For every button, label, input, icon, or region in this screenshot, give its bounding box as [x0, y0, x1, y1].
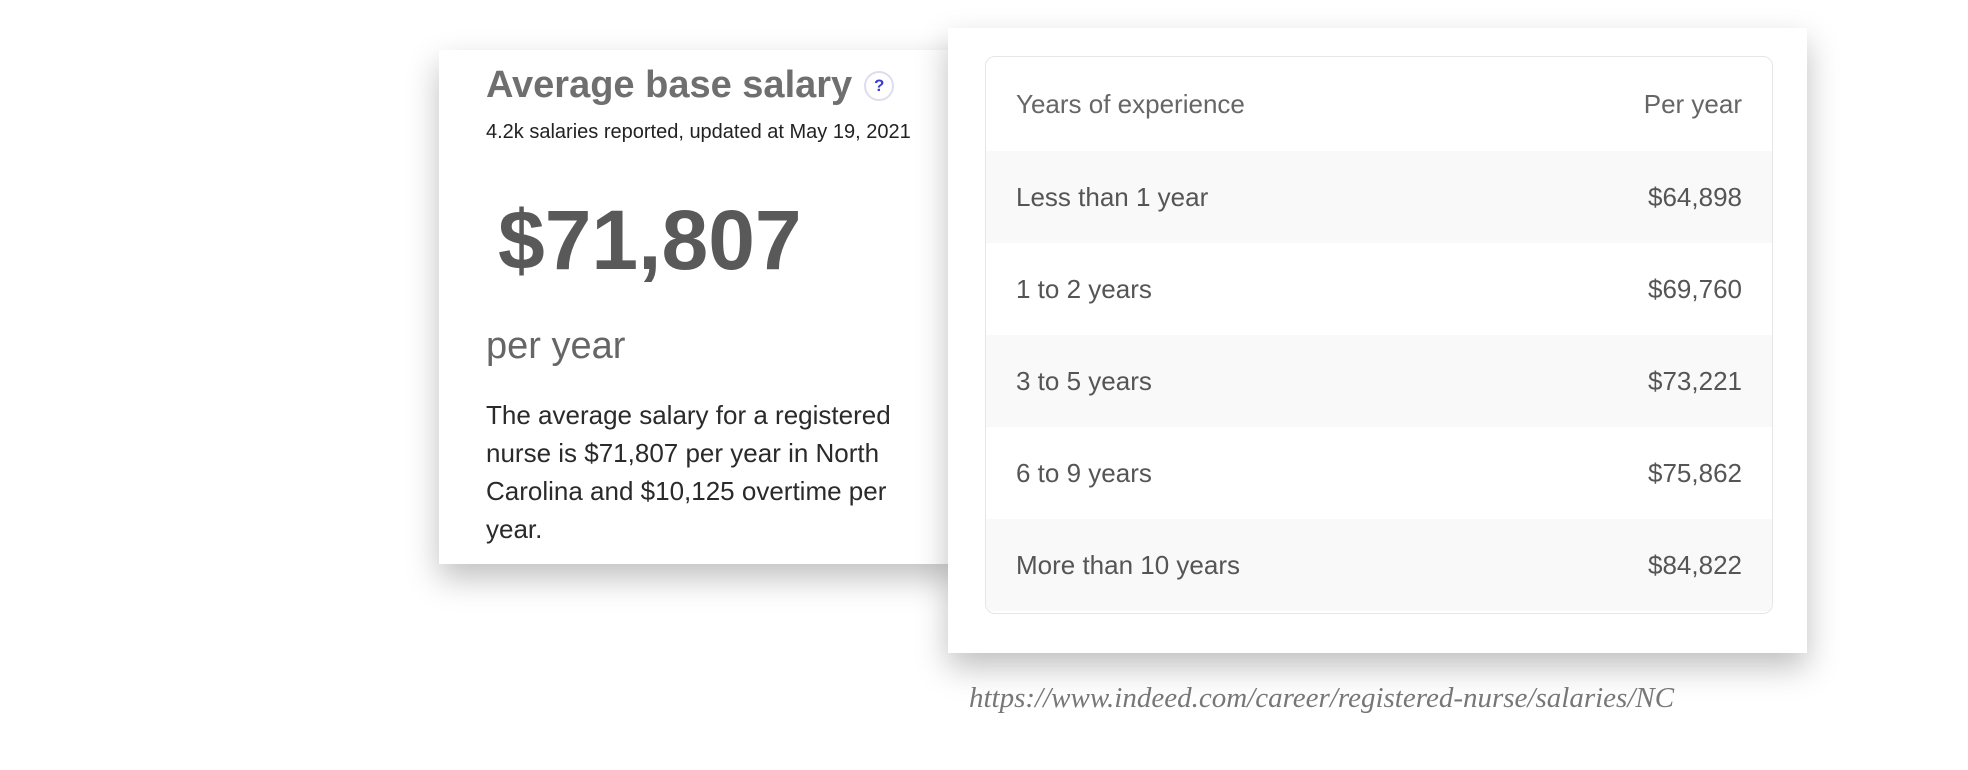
table-cell: Less than 1 year	[1016, 181, 1209, 212]
table-header: Years of experience Per year	[986, 57, 1772, 151]
summary-card: Average base salary ? 4.2k salaries repo…	[439, 50, 958, 564]
table-cell: $75,862	[1648, 457, 1742, 488]
experience-table: Years of experience Per year Less than 1…	[985, 56, 1773, 614]
summary-description: The average salary for a registered nurs…	[486, 400, 891, 544]
header-cell: Years of experience	[1016, 88, 1245, 119]
table-cell: 6 to 9 years	[1016, 457, 1152, 488]
salary-period: per year	[486, 325, 626, 367]
source-url: https://www.indeed.com/career/registered…	[969, 682, 1675, 714]
table-cell: More than 10 years	[1016, 549, 1241, 580]
table-cell: 1 to 2 years	[1016, 273, 1152, 304]
summary-subtitle: 4.2k salaries reported, updated at May 1…	[486, 121, 911, 143]
table-cell: $84,822	[1648, 549, 1742, 580]
summary-title: Average base salary	[486, 64, 853, 106]
table-row: Less than 1 year $64,898	[986, 151, 1772, 243]
table-cell: 3 to 5 years	[1016, 365, 1152, 396]
salary-amount: $71,807	[498, 193, 802, 287]
summary-title-row: Average base salary ?	[486, 64, 958, 107]
help-icon[interactable]: ?	[864, 70, 895, 101]
table-row: More than 10 years $84,822	[986, 519, 1772, 611]
table-cell: $64,898	[1648, 181, 1742, 212]
table-row: 3 to 5 years $73,221	[986, 335, 1772, 427]
table-cell: $73,221	[1648, 365, 1742, 396]
header-cell: Per year	[1643, 88, 1742, 119]
table-row: 6 to 9 years $75,862	[986, 427, 1772, 519]
experience-card: Years of experience Per year Less than 1…	[948, 28, 1807, 653]
table-cell: $69,760	[1648, 273, 1742, 304]
table-row: 1 to 2 years $69,760	[986, 243, 1772, 335]
